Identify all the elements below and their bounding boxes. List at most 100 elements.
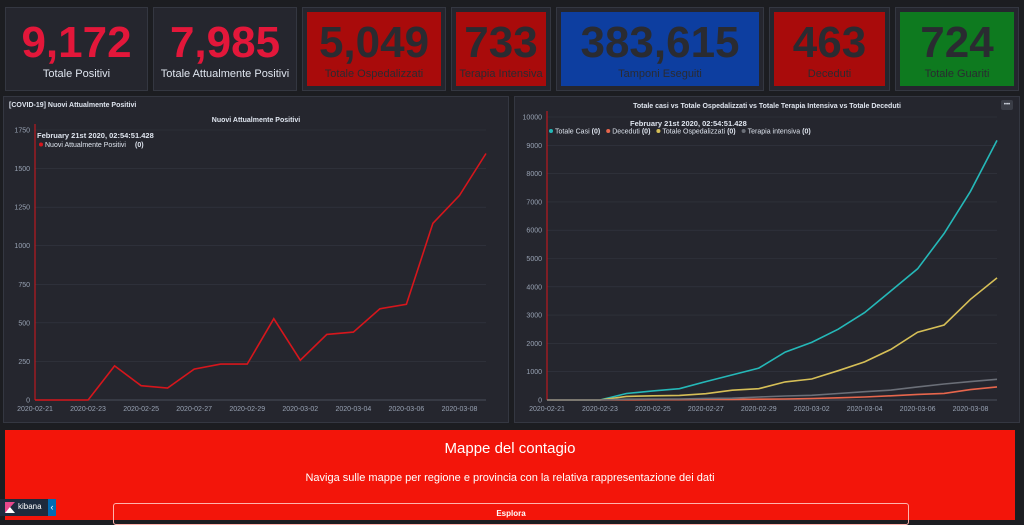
tooltip-series: Nuovi Attualmente Positivi (45, 142, 126, 149)
x-tick-label: 2020-03-04 (847, 406, 883, 413)
y-tick-label: 0 (26, 398, 30, 405)
panel-options-button[interactable]: ••• (1001, 100, 1013, 110)
y-tick-label: 7000 (526, 199, 542, 206)
esplora-button[interactable]: Esplora (113, 503, 909, 525)
y-tick-label: 9000 (526, 143, 542, 150)
panel-totale-casi: Totale casi vs Totale Ospedalizzati vs T… (514, 96, 1020, 423)
y-tick-label: 5000 (526, 256, 542, 263)
x-tick-label: 2020-03-06 (389, 406, 425, 413)
metric-box: 733 Terapia Intensiva (456, 12, 546, 86)
metric-totale-attualmente-positivi: 7,985 Totale Attualmente Positivi (153, 7, 297, 91)
chart-title: Totale casi vs Totale Ospedalizzati vs T… (633, 103, 901, 110)
legend-dot (741, 129, 746, 133)
x-tick-label: 2020-03-04 (335, 406, 371, 413)
metric-value: 724 (920, 18, 994, 67)
x-tick-label: 2020-03-02 (282, 406, 318, 413)
y-tick-label: 250 (18, 359, 30, 366)
metric-box: 9,172 Totale Positivi (10, 12, 143, 86)
legend-value: (0) (802, 129, 811, 136)
legend-label: Totale Ospedalizzati (662, 129, 725, 136)
legend-dot (606, 129, 611, 133)
metric-totale-ospedalizzati: 5,049 Totale Ospedalizzati (302, 7, 446, 91)
x-tick-label: 2020-02-29 (229, 406, 265, 413)
metric-value: 5,049 (318, 18, 430, 67)
y-tick-label: 0 (538, 398, 542, 405)
panel-nuovi-positivi: [COVID-19] Nuovi Attualmente Positivi Nu… (3, 96, 509, 423)
legend-dot (549, 129, 553, 133)
x-tick-label: 2020-02-27 (688, 406, 724, 413)
metric-deceduti: 463 Deceduti (769, 7, 890, 91)
tooltip-date: February 21st 2020, 02:54:51.428 (37, 131, 154, 140)
series-line (547, 378, 998, 401)
metric-box: 463 Deceduti (774, 12, 885, 86)
metric-label: Tamponi Eseguiti (618, 68, 702, 80)
x-tick-label: 2020-03-06 (900, 406, 936, 413)
series-line (547, 140, 998, 401)
legend-label: Totale Casi (555, 129, 590, 136)
metric-box: 724 Totale Guariti (900, 12, 1014, 86)
x-tick-label: 2020-02-29 (741, 406, 777, 413)
y-tick-label: 1750 (14, 128, 30, 135)
metric-label: Totale Attualmente Positivi (160, 68, 290, 80)
chart-nuovi-attualmente-positivi: 0 250 500 750 1000 1250 1500 1750 2020-02-21 2020… (14, 124, 487, 413)
metric-value: 7,985 (169, 18, 281, 67)
chart-title: Nuovi Attualmente Positivi (211, 117, 301, 124)
mappe-banner: Mappe del contagio Naviga sulle mappe pe… (5, 430, 1015, 525)
x-tick-label: 2020-02-21 (17, 406, 53, 413)
legend-label: Terapia intensiva (748, 129, 801, 136)
metric-guariti: 724 Totale Guariti (895, 7, 1019, 91)
metric-tamponi: 383,615 Tamponi Eseguiti (556, 7, 764, 91)
y-tick-label: 8000 (526, 171, 542, 178)
chart-totale-casi: 0 1000 2000 3000 4000 5000 6000 7000 8000 9000 100… (523, 111, 998, 413)
metric-box: 7,985 Totale Attualmente Positivi (158, 12, 292, 86)
y-tick-label: 2000 (526, 341, 542, 348)
banner-title: Mappe del contagio (444, 440, 576, 457)
y-tick-label: 1000 (526, 369, 542, 376)
y-tick-label: 4000 (526, 284, 542, 291)
metric-box: 383,615 Tamponi Eseguiti (561, 12, 759, 86)
x-tick-label: 2020-02-25 (123, 406, 159, 413)
tooltip-value: (0) (135, 142, 144, 149)
banner-description: Naviga sulle mappe per regione e provinc… (305, 472, 715, 484)
kibana-logo-icon (5, 502, 15, 513)
x-tick-label: 2020-02-27 (176, 406, 212, 413)
y-tick-label: 1000 (14, 243, 30, 250)
kibana-nav[interactable]: kibana ‹ (0, 499, 56, 516)
x-tick-label: 2020-03-08 (442, 406, 478, 413)
x-tick-label: 2020-02-21 (529, 406, 565, 413)
panel-title: [COVID-19] Nuovi Attualmente Positivi (9, 102, 137, 109)
x-tick-label: 2020-02-23 (70, 406, 106, 413)
legend-dot (39, 142, 43, 147)
metric-label: Totale Positivi (42, 68, 111, 80)
metric-box: 5,049 Totale Ospedalizzati (307, 12, 441, 86)
legend-dot (656, 129, 661, 133)
x-tick-label: 2020-02-25 (635, 406, 671, 413)
x-tick-label: 2020-02-23 (582, 406, 618, 413)
collapse-nav-button[interactable]: ‹ (48, 499, 56, 516)
metric-terapia-intensiva: 733 Terapia Intensiva (451, 7, 551, 91)
metric-label: Totale Ospedalizzati (324, 68, 424, 80)
metric-label: Deceduti (807, 68, 852, 80)
x-tick-label: 2020-03-08 (953, 406, 989, 413)
kibana-label: kibana (18, 502, 42, 511)
y-tick-label: 500 (18, 320, 30, 327)
x-tick-label: 2020-03-02 (794, 406, 830, 413)
legend-value: (0) (727, 129, 736, 136)
legend-value: (0) (592, 129, 601, 136)
y-tick-label: 750 (18, 282, 30, 289)
y-tick-label: 10000 (523, 115, 543, 122)
y-tick-label: 3000 (526, 313, 542, 320)
metric-label: Totale Guariti (924, 68, 990, 80)
legend-label: Deceduti (612, 129, 640, 136)
metric-label: Terapia Intensiva (459, 68, 543, 80)
legend-value: (0) (642, 129, 651, 136)
metric-value: 9,172 (21, 18, 132, 67)
y-tick-label: 6000 (526, 228, 542, 235)
metric-value: 463 (792, 18, 867, 67)
series-line (547, 277, 998, 401)
metric-totale-positivi: 9,172 Totale Positivi (5, 7, 148, 91)
tooltip-date: February 21st 2020, 02:54:51.428 (630, 119, 747, 128)
series-line (35, 153, 487, 401)
y-tick-label: 1250 (14, 205, 30, 212)
metric-value: 383,615 (580, 18, 740, 67)
